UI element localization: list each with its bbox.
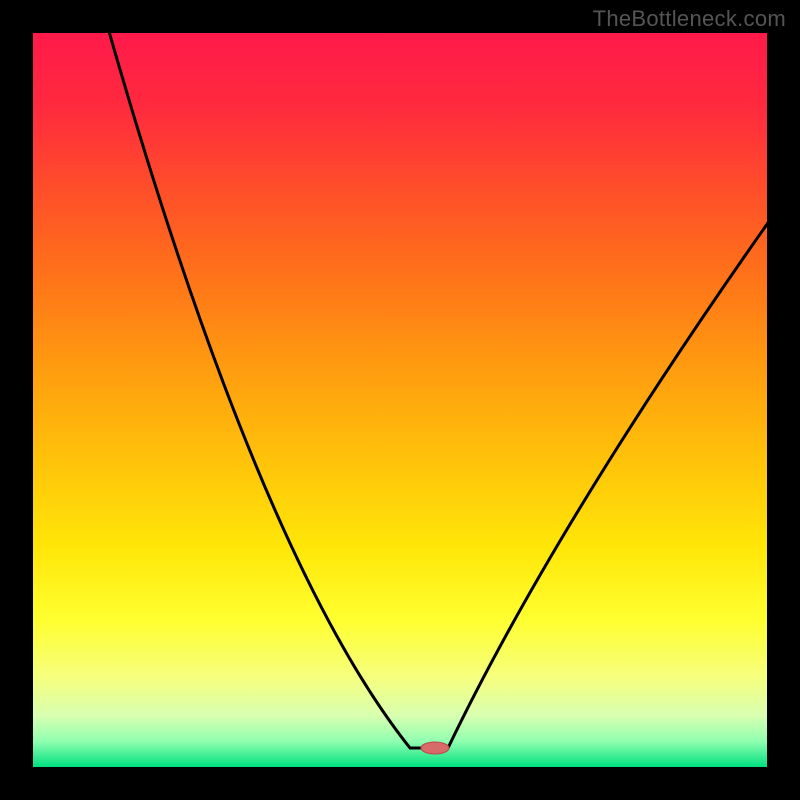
bottleneck-marker	[421, 742, 449, 754]
watermark-text: TheBottleneck.com	[593, 6, 786, 32]
bottleneck-chart	[0, 0, 800, 800]
chart-container: TheBottleneck.com	[0, 0, 800, 800]
